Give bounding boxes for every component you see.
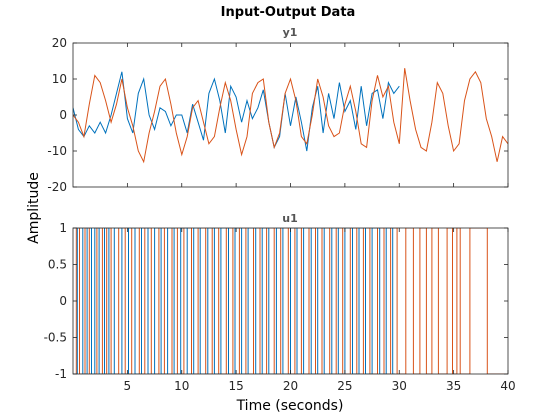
x-tick-label: 30 [392,379,407,393]
y-tick-label: -10 [47,144,67,158]
x-tick-label: 15 [228,379,243,393]
y-tick-label: -1 [55,367,67,381]
axes-y1: -20 -10 0 10 20 [47,36,509,194]
series-line-0-0 [73,71,400,152]
x-tick-label: 10 [174,379,189,393]
x-tick-label: 25 [337,379,352,393]
plot-area [73,43,508,187]
series-line-0-1 [73,68,508,164]
y-tick-label: 0 [59,294,67,308]
y-axis-label: Amplitude [26,172,42,244]
x-tick-label: 40 [500,379,515,393]
x-tick-label: 20 [283,379,298,393]
x-tick-label: 35 [446,379,461,393]
y-tick-label: 20 [52,36,67,50]
y-tick-label: 1 [59,221,67,235]
y-tick-label: 0.5 [48,258,67,272]
chart-title: Input-Output Data [221,5,356,20]
y-tick-label: -20 [47,180,67,194]
x-axis-label: Time (seconds) [236,398,344,414]
y-tick-label: -0.5 [44,331,67,345]
x-tick-label: 5 [124,379,132,393]
y-tick-label: 10 [52,72,67,86]
y-tick-label: 0 [59,108,67,122]
axes-u1: -1-0.500.515 10 15 20 25 30 35 40 [44,221,516,393]
subtitle-u1: u1 [282,212,298,225]
subtitle-y1: y1 [283,26,298,39]
